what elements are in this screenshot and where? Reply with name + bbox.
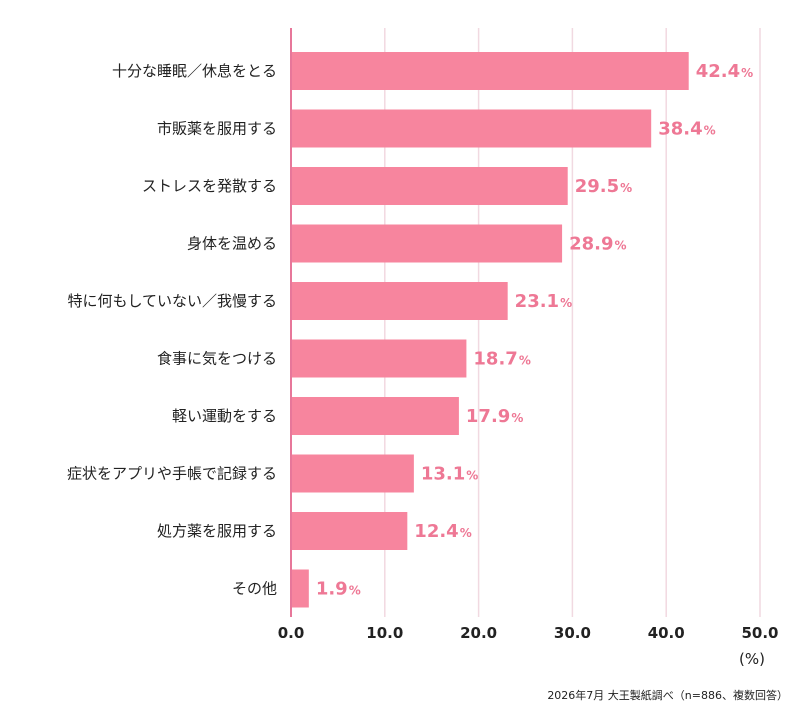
value-number: 17.9 [466, 406, 510, 427]
x-tick-label: 20.0 [460, 624, 497, 642]
value-label: 13.1% [421, 464, 478, 485]
value-label: 23.1% [515, 291, 572, 312]
value-number: 1.9 [316, 579, 348, 600]
category-label: ストレスを発散する [142, 177, 277, 195]
value-number: 28.9 [569, 234, 613, 255]
bar [291, 224, 563, 263]
value-unit: % [620, 181, 632, 195]
value-label: 42.4% [696, 61, 753, 82]
value-number: 23.1 [515, 291, 559, 312]
value-unit: % [741, 66, 753, 80]
x-axis-unit-label: (%) [739, 650, 765, 668]
value-unit: % [466, 469, 478, 483]
value-label: 1.9% [316, 579, 361, 600]
value-unit: % [615, 239, 627, 253]
value-number: 13.1 [421, 464, 465, 485]
value-number: 42.4 [696, 61, 740, 82]
value-label: 28.9% [569, 234, 626, 255]
category-label: 十分な睡眠／休息をとる [112, 62, 277, 80]
bar [291, 569, 309, 608]
x-tick-label: 10.0 [366, 624, 403, 642]
bar [291, 339, 467, 378]
x-tick-label: 40.0 [648, 624, 685, 642]
category-label: 食事に気をつける [157, 350, 277, 368]
value-unit: % [704, 124, 716, 138]
category-label: 特に何もしていない／我慢する [67, 292, 277, 310]
value-number: 38.4 [658, 119, 702, 140]
bar [291, 167, 568, 205]
value-unit: % [560, 296, 572, 310]
x-tick-label: 0.0 [278, 624, 305, 642]
category-label: その他 [232, 580, 277, 598]
bar [291, 282, 508, 320]
bar [291, 397, 459, 435]
labels: 0.0 10.0 20.0 30.0 40.0 50.0 十分な睡眠／休息をとる 42.4% 市… [67, 61, 779, 642]
value-label: 29.5% [575, 176, 632, 197]
value-label: 12.4% [414, 521, 471, 542]
category-label: 軽い運動をする [172, 407, 277, 425]
value-number: 18.7 [473, 349, 517, 370]
value-unit: % [460, 526, 472, 540]
value-label: 18.7% [473, 349, 530, 370]
x-tick-label: 30.0 [554, 624, 591, 642]
value-number: 12.4 [414, 521, 458, 542]
value-label: 38.4% [658, 119, 715, 140]
bar [291, 109, 652, 148]
category-label: 症状をアプリや手帳で記録する [67, 465, 277, 483]
bar [291, 512, 408, 550]
value-number: 29.5 [575, 176, 619, 197]
bar [291, 52, 689, 90]
bar [291, 454, 414, 493]
category-label: 身体を温める [187, 235, 277, 253]
x-tick-label: 50.0 [741, 624, 778, 642]
source-note: 2026年7月 大王製紙調べ（n=886、複数回答） [547, 688, 788, 702]
category-label: 処方薬を服用する [157, 522, 277, 540]
value-label: 17.9% [466, 406, 523, 427]
value-unit: % [511, 411, 523, 425]
bars [291, 52, 689, 608]
category-label: 市販薬を服用する [157, 120, 277, 138]
value-unit: % [519, 354, 531, 368]
value-unit: % [349, 584, 361, 598]
